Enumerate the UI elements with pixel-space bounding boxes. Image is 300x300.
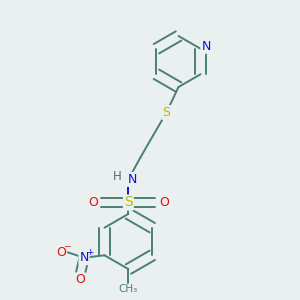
Text: O: O — [76, 273, 85, 286]
Text: CH₃: CH₃ — [119, 284, 138, 295]
Text: O: O — [88, 196, 98, 209]
Text: N: N — [80, 251, 89, 264]
Text: −: − — [63, 241, 70, 250]
Text: +: + — [86, 248, 93, 257]
Text: N: N — [127, 173, 137, 186]
Text: N: N — [201, 40, 211, 53]
Text: S: S — [163, 106, 170, 119]
Text: H: H — [112, 170, 122, 184]
Text: O: O — [56, 246, 66, 259]
Text: O: O — [159, 196, 169, 209]
Text: S: S — [124, 196, 133, 209]
